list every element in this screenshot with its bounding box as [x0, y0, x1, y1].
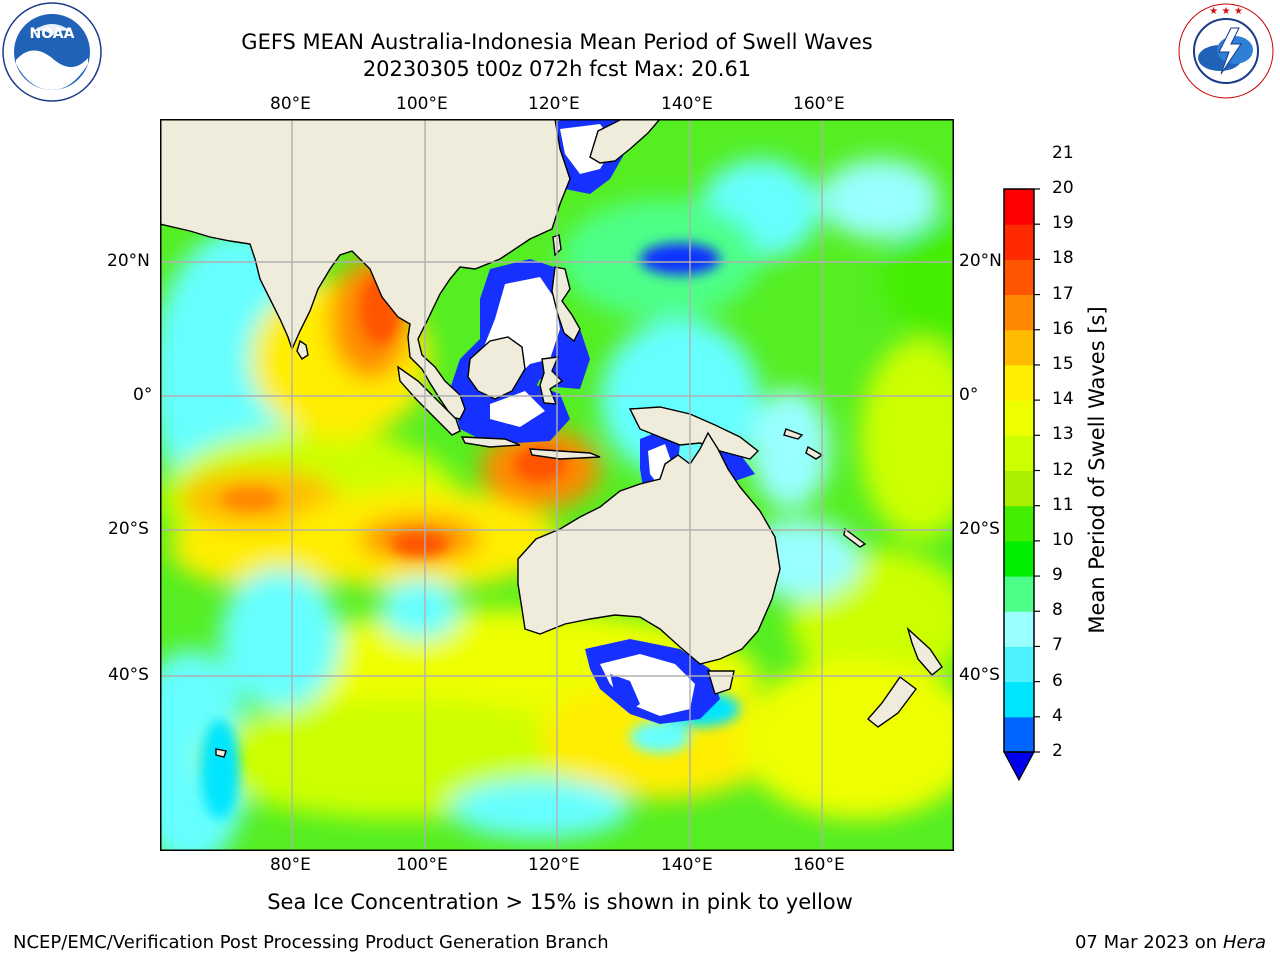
colorbar-title: Mean Period of Swell Waves [s]: [1085, 306, 1109, 634]
colorbar-tick-label: 13: [1052, 424, 1074, 445]
colorbar-segment: [1004, 470, 1034, 507]
lat-tick-right: 20°S: [959, 519, 1000, 539]
noaa-logo: NOAA: [2, 2, 102, 106]
colorbar-segment: [1004, 224, 1034, 260]
colorbar-tick-label: 20: [1052, 178, 1074, 198]
colorbar-segment: [1004, 364, 1034, 401]
colorbar-under-arrow: [1002, 751, 1036, 782]
sea-ice-note: Sea Ice Concentration > 15% is shown in …: [267, 890, 853, 914]
colorbar: [1000, 186, 1040, 786]
lon-tick-bottom: 80°E: [270, 855, 311, 875]
colorbar-segment: [1004, 716, 1034, 753]
lon-tick-bottom: 120°E: [528, 855, 580, 875]
lat-tick-right: 20°N: [959, 251, 1002, 271]
lat-tick-left: 20°S: [108, 519, 149, 539]
footer-date-text: 07 Mar 2023 on: [1074, 932, 1218, 953]
graticule: [160, 119, 954, 851]
colorbar-tick-label: 10: [1052, 529, 1074, 550]
footer-host: Hera: [1222, 932, 1266, 953]
colorbar-tick-label: 2: [1052, 741, 1063, 761]
landmasses: [160, 119, 943, 758]
chart-title: GEFS MEAN Australia-Indonesia Mean Perio…: [241, 30, 873, 54]
colorbar-tick-label: 18: [1052, 248, 1074, 269]
colorbar-tick-label: 8: [1052, 600, 1063, 621]
lat-tick-right: 40°S: [959, 665, 1000, 685]
lon-tick-top: 120°E: [528, 94, 580, 114]
footer-date: 07 Mar 2023 on Hera: [1075, 932, 1266, 953]
lon-tick-top: 80°E: [270, 94, 311, 114]
colorbar-tick-label: 9: [1052, 565, 1063, 586]
lon-tick-bottom: 100°E: [396, 855, 448, 875]
colorbar-segment: [1004, 611, 1034, 647]
colorbar-segment: [1004, 294, 1034, 331]
swell-period-map: [160, 119, 954, 851]
nws-logo: ★ ★ ★: [1175, 2, 1277, 104]
colorbar-tick-label: 16: [1052, 318, 1074, 339]
lon-tick-bottom: 140°E: [661, 855, 713, 875]
colorbar-tick-label: 11: [1052, 494, 1074, 515]
colorbar-segment: [1004, 400, 1034, 436]
svg-text:★ ★ ★: ★ ★ ★: [1209, 6, 1243, 17]
colorbar-segment: [1004, 189, 1034, 225]
svg-text:NOAA: NOAA: [30, 26, 75, 42]
colorbar-tick-label: 7: [1052, 635, 1063, 656]
chart-subtitle: 20230305 t00z 072h fcst Max: 20.61: [362, 57, 752, 81]
colorbar-tick-label: 17: [1052, 283, 1074, 304]
colorbar-tick-label: 14: [1052, 389, 1074, 410]
colorbar-tick-label: 15: [1052, 353, 1074, 374]
colorbar-tick-label: 4: [1052, 705, 1063, 726]
lat-tick-left: 40°S: [108, 665, 149, 685]
colorbar-segment: [1004, 435, 1034, 471]
lon-tick-top: 160°E: [793, 94, 845, 114]
colorbar-segment: [1004, 681, 1034, 718]
colorbar-tick-label: 19: [1052, 213, 1074, 234]
lat-tick-left: 0°: [133, 385, 153, 405]
colorbar-segment: [1004, 540, 1034, 577]
colorbar-tick-label: 12: [1052, 459, 1074, 480]
colorbar-segment: [1004, 329, 1034, 366]
lon-tick-top: 100°E: [396, 94, 448, 114]
colorbar-tick-label: 6: [1052, 670, 1063, 691]
colorbar-segment: [1004, 576, 1034, 612]
footer-credit: NCEP/EMC/Verification Post Processing Pr…: [13, 932, 609, 953]
lon-tick-top: 140°E: [661, 94, 713, 114]
lat-tick-left: 20°N: [107, 251, 150, 271]
colorbar-segment: [1004, 646, 1034, 683]
lon-tick-bottom: 160°E: [793, 855, 845, 875]
colorbar-segment: [1004, 259, 1034, 296]
colorbar-segment: [1004, 505, 1034, 542]
colorbar-tick-label: 21: [1052, 142, 1074, 163]
lat-tick-right: 0°: [959, 385, 979, 405]
